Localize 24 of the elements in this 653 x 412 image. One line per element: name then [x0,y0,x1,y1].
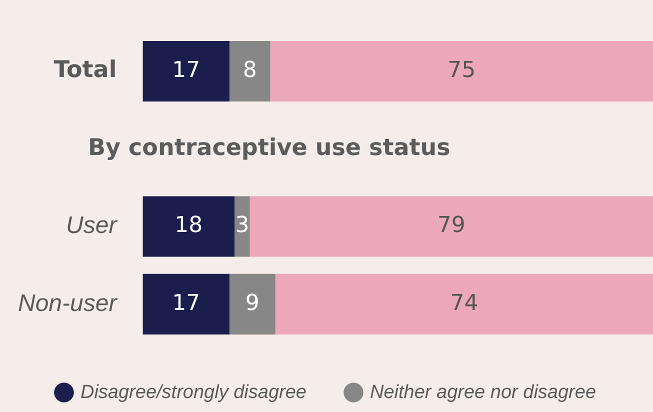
data-label: 9 [245,290,260,316]
data-label: 18 [174,213,203,238]
data-label: 74 [450,290,478,316]
y-tick-label: User [66,212,118,240]
y-tick-label: Non-user [18,290,118,317]
bar [275,274,653,334]
bar [142,40,230,102]
annotation: By contraceptive use status [88,134,450,161]
data-label: 75 [448,58,476,83]
data-label: 3 [235,213,250,238]
legend-label: Neither agree nor disagree [370,382,596,403]
bar [229,274,276,334]
bar [142,196,235,257]
legend-label: Disagree/strongly disagree [80,382,306,403]
data-label: 8 [242,58,257,83]
data-label: 17 [172,290,200,316]
y-tick-label: Total [54,57,117,84]
bar [270,40,653,102]
bar [250,196,653,257]
bar [142,274,230,334]
bar [229,40,270,102]
data-label: 17 [172,58,200,83]
bar [234,196,250,257]
data-label: 79 [437,213,466,238]
